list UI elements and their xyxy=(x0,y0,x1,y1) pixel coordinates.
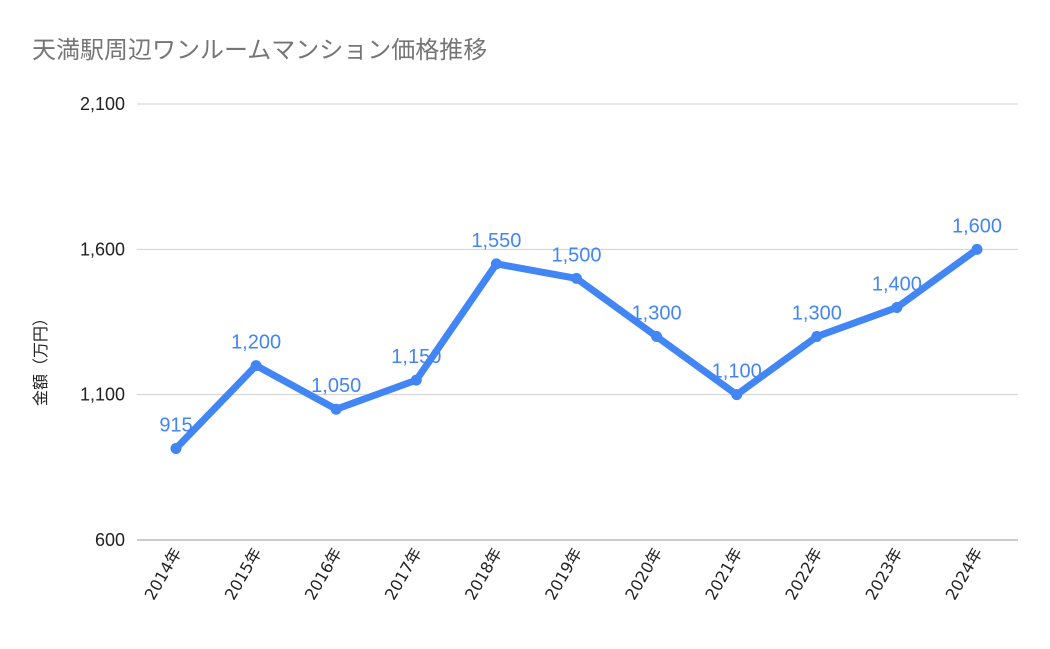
data-label: 1,600 xyxy=(952,215,1002,237)
x-tick-label: 2021年 xyxy=(701,545,746,604)
y-axis-label: 金額（万円） xyxy=(31,310,50,406)
data-point xyxy=(250,360,262,372)
data-point xyxy=(811,331,823,343)
data-label: 915 xyxy=(159,414,192,436)
data-point xyxy=(410,374,422,386)
data-point xyxy=(891,301,903,313)
data-label: 1,400 xyxy=(872,273,922,295)
data-point xyxy=(651,331,663,343)
data-label: 1,050 xyxy=(311,375,361,397)
data-label: 1,550 xyxy=(471,230,521,252)
x-tick-label: 2019年 xyxy=(541,545,586,604)
data-point xyxy=(971,243,983,255)
data-label: 1,500 xyxy=(551,244,601,266)
x-tick-label: 2022年 xyxy=(781,545,826,604)
x-tick-label: 2016年 xyxy=(301,545,346,604)
x-tick-label: 2018年 xyxy=(461,545,506,604)
data-label: 1,200 xyxy=(231,332,281,354)
y-tick-label: 1,100 xyxy=(80,385,125,405)
data-point xyxy=(330,403,342,415)
data-label: 1,100 xyxy=(712,361,762,383)
y-tick-label: 2,100 xyxy=(80,94,125,114)
data-point xyxy=(571,272,582,284)
chart-title: 天満駅周辺ワンルームマンション価格推移 xyxy=(32,36,488,64)
data-label: 1,300 xyxy=(792,303,842,325)
x-tick-label: 2014年 xyxy=(141,545,186,604)
data-point xyxy=(170,442,182,454)
x-tick-label: 2020年 xyxy=(621,545,666,604)
data-label: 1,300 xyxy=(632,303,682,325)
y-tick-label: 1,600 xyxy=(80,239,125,259)
y-tick-label: 600 xyxy=(95,530,125,550)
x-tick-label: 2015年 xyxy=(221,545,266,604)
data-point xyxy=(490,258,502,270)
x-tick-label: 2024年 xyxy=(942,545,987,604)
x-tick-label: 2023年 xyxy=(862,545,907,604)
data-point xyxy=(731,389,743,401)
data-label: 1,150 xyxy=(391,346,441,368)
x-tick-label: 2017年 xyxy=(381,545,426,604)
